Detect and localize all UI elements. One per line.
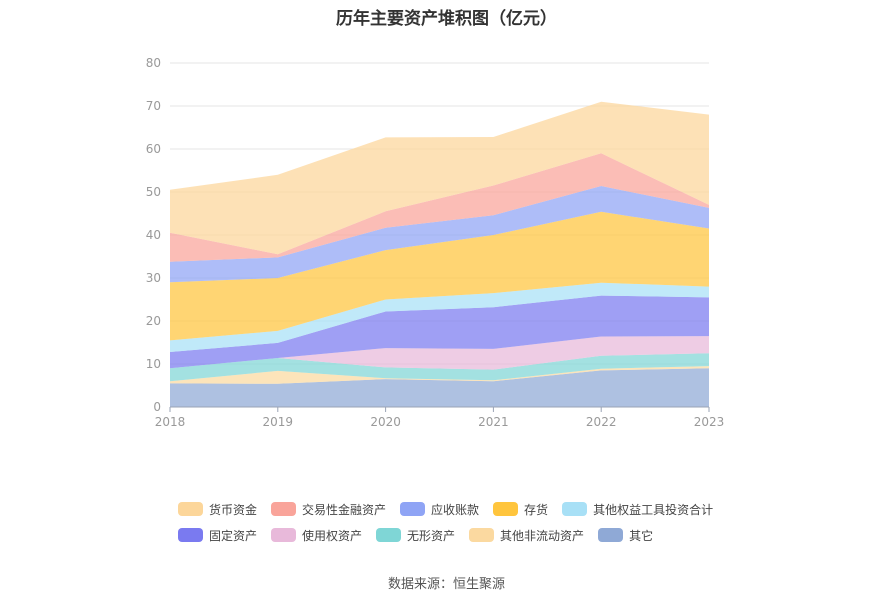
legend-swatch — [271, 528, 297, 542]
x-tick-label: 2021 — [478, 415, 509, 429]
legend-swatch — [562, 502, 588, 516]
legend-swatch — [271, 502, 297, 516]
legend-swatch — [469, 528, 495, 542]
legend-row: 固定资产 使用权资产 无形资产 其他非流动资产 其它 — [178, 522, 738, 548]
area-series-8 — [170, 153, 709, 262]
legend-swatch — [178, 528, 203, 542]
area-series-0 — [170, 368, 709, 407]
legend-label: 其他权益工具投资合计 — [593, 502, 714, 517]
legend-item[interactable]: 其他权益工具投资合计 — [562, 501, 713, 518]
legend-label: 应收账款 — [431, 502, 480, 517]
legend-item[interactable]: 货币资金 — [178, 501, 257, 518]
legend-swatch — [493, 502, 519, 516]
y-tick-label: 50 — [146, 185, 161, 199]
area-series-4 — [170, 295, 709, 369]
y-tick-label: 60 — [146, 142, 161, 156]
area-series-1 — [170, 366, 709, 384]
legend-item[interactable]: 无形资产 — [376, 527, 455, 544]
legend-item[interactable]: 使用权资产 — [271, 527, 362, 544]
legend-swatch — [376, 528, 402, 542]
legend-item[interactable]: 其它 — [598, 527, 653, 544]
legend-label: 无形资产 — [407, 528, 456, 543]
area-series-3 — [170, 336, 709, 370]
legend-item[interactable]: 固定资产 — [178, 527, 257, 544]
legend-swatch — [598, 528, 624, 542]
y-tick-label: 10 — [146, 357, 161, 371]
area-layers — [170, 101, 709, 407]
y-tick-label: 0 — [153, 400, 161, 414]
legend-item[interactable]: 存货 — [493, 501, 548, 518]
area-series-5 — [170, 282, 709, 352]
legend-label: 使用权资产 — [302, 528, 363, 543]
legend: 货币资金 交易性金融资产 应收账款 存货 其他权益工具投资合计固定资产 使用权资产 无形资产… — [178, 496, 738, 548]
legend-label: 货币资金 — [209, 502, 258, 517]
legend-swatch — [400, 502, 426, 516]
legend-item[interactable]: 交易性金融资产 — [271, 501, 386, 518]
y-tick-label: 80 — [146, 56, 161, 70]
y-tick-label: 20 — [146, 314, 161, 328]
x-tick-label: 2023 — [694, 415, 725, 429]
x-tick-label: 2022 — [586, 415, 617, 429]
area-series-6 — [170, 211, 709, 341]
legend-swatch — [178, 502, 203, 516]
legend-label: 其他非流动资产 — [500, 528, 585, 543]
legend-item[interactable]: 应收账款 — [400, 501, 479, 518]
area-series-7 — [170, 186, 709, 283]
legend-row: 货币资金 交易性金融资产 应收账款 存货 其他权益工具投资合计 — [178, 496, 738, 522]
chart-title: 历年主要资产堆积图（亿元） — [336, 9, 557, 29]
area-series-2 — [170, 353, 709, 382]
x-tick-label: 2018 — [155, 415, 186, 429]
x-tick-label: 2020 — [370, 415, 401, 429]
legend-label: 其它 — [629, 528, 654, 543]
legend-label: 交易性金融资产 — [302, 502, 387, 517]
area-series-9 — [170, 101, 709, 255]
source-note: 数据来源：恒生聚源 — [387, 577, 505, 592]
y-tick-label: 30 — [146, 271, 161, 285]
axes: 0 10 20 30 40 50 60 70 80 2018 2019 2020 2021 2022 202… — [146, 56, 725, 429]
x-tick-label: 2019 — [263, 415, 294, 429]
legend-label: 固定资产 — [209, 528, 258, 543]
legend-label: 存货 — [524, 502, 549, 517]
legend-item[interactable]: 其他非流动资产 — [469, 527, 584, 544]
y-tick-label: 40 — [146, 228, 161, 242]
y-tick-label: 70 — [146, 99, 161, 113]
